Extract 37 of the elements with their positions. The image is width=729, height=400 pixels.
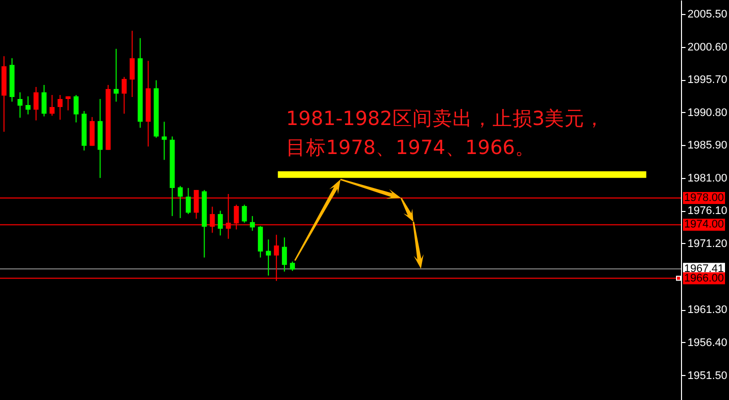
ref-line-label: 1974.00 <box>684 218 724 231</box>
candlestick <box>114 48 119 102</box>
candlestick <box>290 261 295 272</box>
y-tick-label: 2005.50 <box>688 8 728 21</box>
candlestick <box>66 96 71 111</box>
candlestick <box>178 185 183 219</box>
ref-line-label: 1978.00 <box>684 192 724 204</box>
candlestick <box>130 30 135 98</box>
annotation: 1981-1982区间卖出，止损3美元， <box>286 107 605 130</box>
candlestick <box>50 94 55 116</box>
y-tick-label: 1956.40 <box>688 336 728 349</box>
candlestick <box>186 187 191 215</box>
candlestick <box>266 238 271 276</box>
ref-line-label: 1967.41 <box>684 262 724 275</box>
candlestick <box>34 86 39 121</box>
annotation: 目标1978、1974、1966。 <box>286 136 535 159</box>
candlestick <box>122 76 127 114</box>
candlestick <box>18 92 23 118</box>
candlestick <box>242 204 247 224</box>
ref-line-label: 1966.00 <box>684 272 724 284</box>
candlestick <box>58 94 63 120</box>
y-tick-label: 2000.60 <box>688 41 728 54</box>
y-tick-label: 1961.30 <box>688 304 728 316</box>
y-tick-label: 1951.50 <box>688 370 728 382</box>
candlestick <box>218 210 223 236</box>
candlestick <box>250 216 255 232</box>
y-tick-label: 1985.90 <box>688 140 728 152</box>
y-tick-label: 1990.80 <box>688 106 728 119</box>
candlestick <box>282 236 287 272</box>
y-tick-label: 1995.70 <box>688 74 728 86</box>
candlestick <box>162 121 167 160</box>
y-tick-label: 1976.10 <box>688 205 728 218</box>
y-tick-label: 1971.20 <box>688 238 728 250</box>
candlestick <box>26 96 31 115</box>
candlestick <box>74 94 79 123</box>
candlestick <box>42 84 47 117</box>
y-tick-label: 1981.00 <box>688 172 728 184</box>
